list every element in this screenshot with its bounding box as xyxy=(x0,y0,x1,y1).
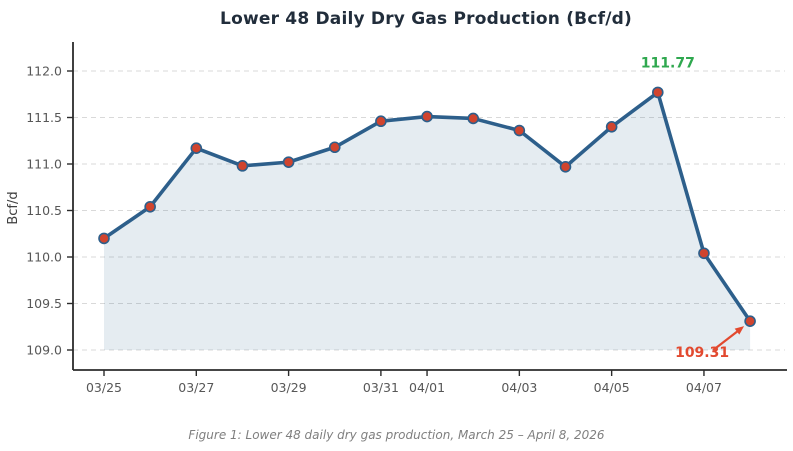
data-point xyxy=(421,110,433,123)
x-tick-label: 03/31 xyxy=(363,380,399,395)
x-tick-label: 04/01 xyxy=(409,380,445,395)
x-tick-label: 04/07 xyxy=(686,380,722,395)
x-tick-label: 03/27 xyxy=(178,380,214,395)
min-annotation-arrow xyxy=(712,329,740,352)
data-point xyxy=(328,141,341,154)
y-tick-label: 110.5 xyxy=(26,203,62,218)
y-tick-label: 110.0 xyxy=(26,250,62,265)
y-tick-label: 111.0 xyxy=(26,157,62,172)
y-tick-label: 112.0 xyxy=(26,64,62,79)
y-axis-title: Bcf/d xyxy=(6,191,21,224)
data-point xyxy=(651,86,664,99)
figure-caption: Figure 1: Lower 48 daily dry gas product… xyxy=(188,428,605,442)
y-tick-label: 109.5 xyxy=(26,296,62,311)
data-point xyxy=(467,112,480,125)
data-point xyxy=(190,142,203,154)
data-point xyxy=(98,232,110,245)
data-point xyxy=(375,115,387,128)
data-point xyxy=(559,160,572,173)
min-annotation-arrowhead xyxy=(734,326,745,335)
data-point xyxy=(144,200,156,213)
y-tick-label: 109.0 xyxy=(26,343,62,358)
data-point xyxy=(513,124,526,137)
x-tick-label: 03/29 xyxy=(271,380,307,395)
data-point xyxy=(744,315,756,327)
chart-title: Lower 48 Daily Dry Gas Production (Bcf/d… xyxy=(220,9,632,29)
min-annotation: 109.31 xyxy=(675,345,729,361)
data-point xyxy=(236,160,249,172)
data-point xyxy=(282,156,295,168)
x-tick-label: 04/05 xyxy=(594,380,630,395)
x-tick-label: 03/25 xyxy=(86,380,122,395)
area-fill xyxy=(104,92,751,350)
data-point xyxy=(698,247,710,260)
x-tick-label: 04/03 xyxy=(501,380,537,395)
y-tick-label: 111.5 xyxy=(26,110,62,125)
max-annotation: 111.77 xyxy=(641,55,695,71)
data-point xyxy=(605,121,618,133)
